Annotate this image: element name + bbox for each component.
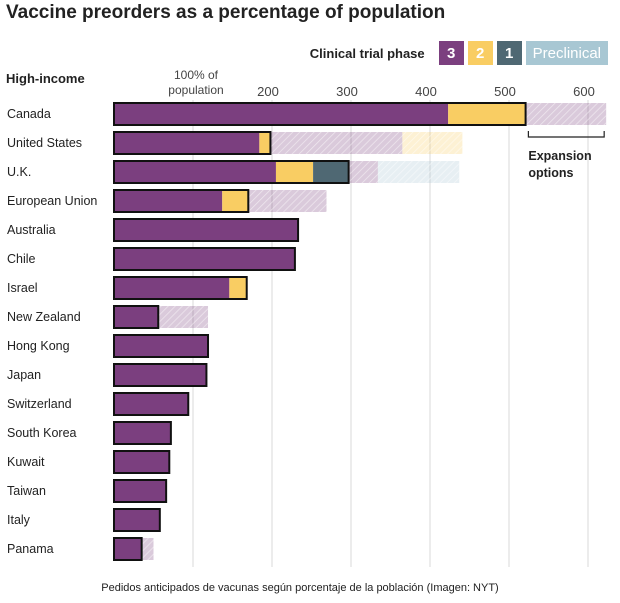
category-label: Panama [7,542,54,556]
bars [113,102,527,561]
category-label: United States [7,136,82,150]
expansion-label-line-1: Expansion [528,149,591,163]
bar-outline [113,392,190,416]
category-label: Kuwait [7,455,45,469]
axis-annotation-line-1: 100% of [173,68,219,82]
category-label: Chile [7,252,36,266]
category-label: Italy [7,513,31,527]
bar-segment-p3 [114,393,189,415]
caption: Pedidos anticipados de vacunas según por… [0,582,620,594]
expansion-hatch [525,103,607,125]
bar-segment-p3 [114,364,207,386]
expansion-hatch [270,132,403,154]
bar-segment-p3 [114,161,276,183]
chart-title: Vaccine preorders as a percentage of pop… [6,2,446,23]
legend: Clinical trial phase 3 2 1 Preclinical [310,41,608,65]
category-label: New Zealand [7,310,81,324]
expansion-bracket-line [527,131,605,138]
axis-annotation: 100% of population [160,68,232,98]
legend-title: Clinical trial phase [309,45,425,61]
bar-segment-p2 [229,277,247,299]
category-labels: Canada United States U.K. European Union Aus… [7,107,97,556]
expansion-hatch [348,161,378,183]
bar-segment-p3 [114,219,299,241]
bar-segment-p2 [448,103,526,125]
bar-outline [113,421,172,445]
bar-outline [113,276,248,300]
x-tick-label: 300 [336,84,358,99]
bar-outline [113,363,208,387]
bar-segment-p3 [114,451,170,473]
bar-outline [113,218,300,242]
bar-segment-p2 [259,132,271,154]
bar-outline [113,102,527,126]
bar-segment-p3 [114,422,171,444]
category-label: Australia [7,223,56,237]
bar-outline [113,247,296,271]
category-label: Canada [7,107,51,121]
bar-segment-p3 [114,306,159,328]
bar-segment-p3 [114,248,295,270]
bar-outline [113,305,160,329]
x-tick-label: 500 [494,84,516,99]
expansion-hatch [158,306,209,328]
bar-outline [113,537,143,561]
caption-text: Pedidos anticipados de vacunas según por… [101,582,499,594]
category-label: South Korea [7,426,77,440]
expansion-bars [141,103,607,560]
expansion-label-line-2: options [528,166,573,180]
bar-outline [113,334,210,358]
category-label: Taiwan [7,484,46,498]
bar-segment-p3 [114,480,167,502]
x-tick-label: 400 [415,84,437,99]
expansion-hatch [141,538,154,560]
category-label: U.K. [7,165,31,179]
expansion-hatch [377,161,460,183]
x-tick-label: 600 [573,84,595,99]
bar-outline [113,508,161,532]
axis-annotation-line-2: population [168,83,224,97]
bar-segment-p1 [313,161,349,183]
bar-segment-p3 [114,538,142,560]
legend-item-phase-3: 3 [438,41,464,65]
bar-outline [113,189,250,213]
bar-outline [113,479,168,503]
bar-segment-p3 [114,132,260,154]
bar-segment-p2 [222,190,249,212]
x-tick-label: 200 [257,84,279,99]
tick-labels: 200 300 400 500 600 [257,84,595,99]
expansion-hatch [402,132,463,154]
bar-segment-p3 [114,335,209,357]
bar-segment-p3 [114,103,449,125]
legend-item-preclinical: Preclinical [525,41,608,65]
category-label: Japan [7,368,41,382]
legend-item-phase-2: 2 [467,41,493,65]
category-label: Hong Kong [7,339,70,353]
legend-item-phase-1: 1 [496,41,522,65]
expansion-bracket: Expansion options [527,131,605,180]
bar-outline [113,131,272,155]
category-label: European Union [7,194,97,208]
bar-outline [113,160,350,184]
bar-segment-p2 [275,161,314,183]
expansion-hatch [248,190,327,212]
group-label: High-income [6,71,85,86]
bar-segment-p3 [114,277,230,299]
category-label: Switzerland [7,397,72,411]
bar-outline [113,450,171,474]
category-label: Israel [7,281,38,295]
bar-segment-p3 [114,190,223,212]
bar-segment-p3 [114,509,160,531]
